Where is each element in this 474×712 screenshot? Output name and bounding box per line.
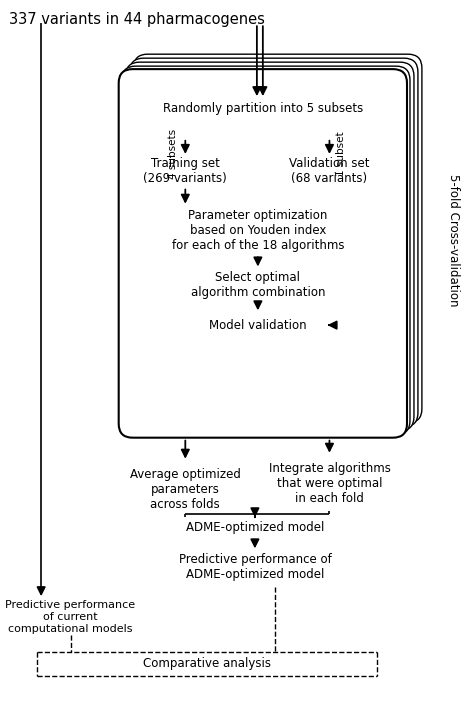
Text: Training set
(269 variants): Training set (269 variants) — [144, 157, 227, 184]
Text: 4 subsets: 4 subsets — [168, 129, 178, 179]
Text: Integrate algorithms
that were optimal
in each fold: Integrate algorithms that were optimal i… — [268, 462, 391, 505]
Text: 337 variants in 44 pharmacogenes: 337 variants in 44 pharmacogenes — [9, 12, 265, 27]
Text: Validation set
(68 variants): Validation set (68 variants) — [289, 157, 370, 184]
Text: Randomly partition into 5 subsets: Randomly partition into 5 subsets — [163, 103, 363, 115]
FancyBboxPatch shape — [129, 58, 418, 426]
FancyBboxPatch shape — [134, 54, 422, 423]
Text: Comparative analysis: Comparative analysis — [143, 657, 271, 670]
Text: Model validation: Model validation — [209, 319, 307, 332]
Text: Average optimized
parameters
across folds: Average optimized parameters across fold… — [130, 468, 241, 511]
Text: Predictive performance of
ADME-optimized model: Predictive performance of ADME-optimized… — [179, 553, 331, 581]
Text: Parameter optimization
based on Youden index
for each of the 18 algorithms: Parameter optimization based on Youden i… — [172, 209, 344, 252]
Text: ADME-optimized model: ADME-optimized model — [186, 521, 324, 534]
FancyBboxPatch shape — [118, 69, 407, 438]
Text: 5-fold Cross-validation: 5-fold Cross-validation — [447, 174, 460, 307]
Text: Select optimal
algorithm combination: Select optimal algorithm combination — [191, 271, 325, 299]
Text: 1 subset: 1 subset — [337, 132, 346, 176]
FancyBboxPatch shape — [122, 66, 410, 435]
Text: Predictive performance
of current
computational models: Predictive performance of current comput… — [5, 600, 136, 634]
FancyBboxPatch shape — [126, 62, 414, 431]
